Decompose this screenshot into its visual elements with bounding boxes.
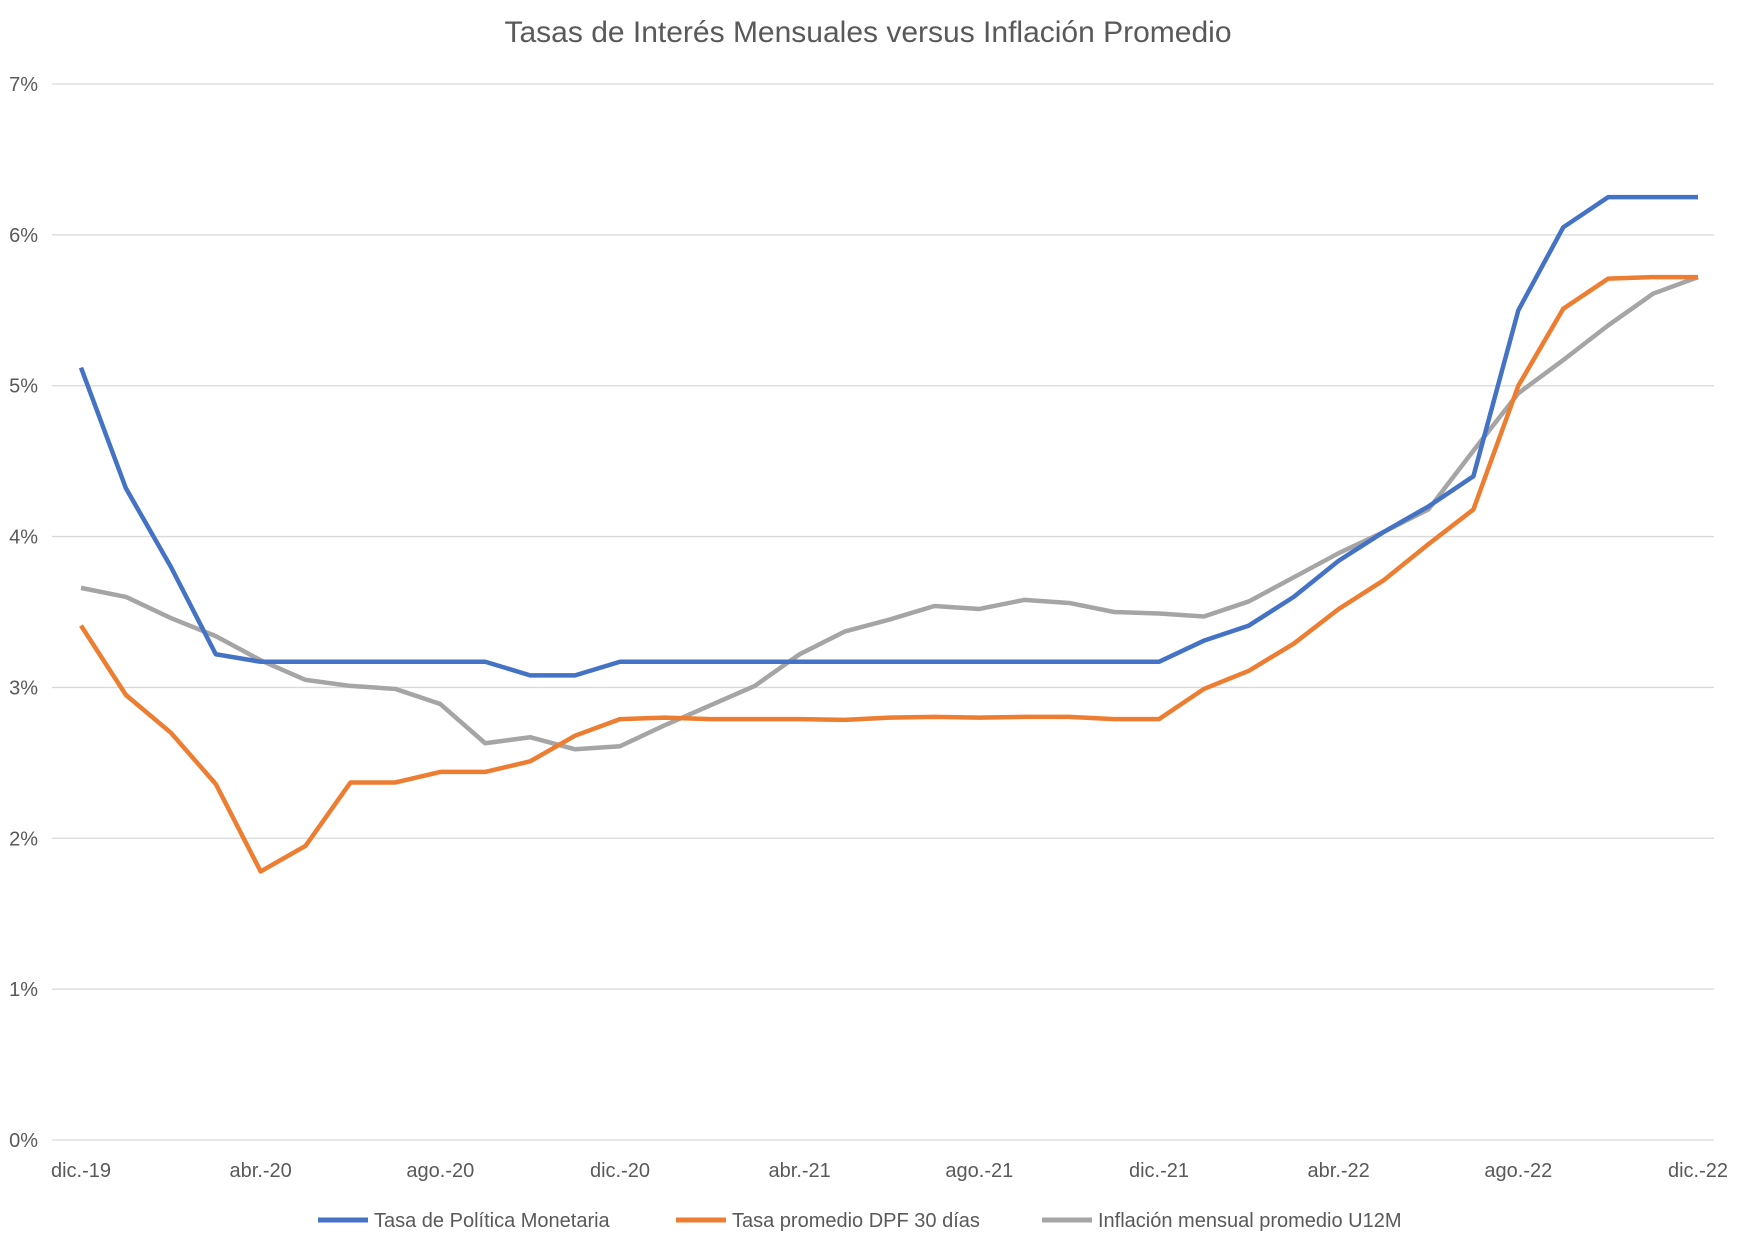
y-tick-label: 0%	[9, 1130, 38, 1152]
y-tick-label: 5%	[9, 376, 38, 398]
x-tick-label: dic.-22	[1668, 1160, 1728, 1182]
x-tick-label: abr.-20	[230, 1160, 292, 1182]
legend: Tasa de Política Monetaria Tasa promedio …	[318, 1210, 1402, 1232]
series-line	[79, 274, 1698, 874]
gridlines	[52, 83, 1714, 1141]
y-tick-label: 2%	[9, 828, 38, 850]
x-tick-label: ago.-21	[945, 1160, 1013, 1182]
legend-label: Tasa de Política Monetaria	[374, 1210, 611, 1232]
y-axis-tick-labels: 0% 1% 2% 3% 4% 5% 6% 7%	[9, 74, 38, 1152]
y-tick-label: 4%	[9, 527, 38, 549]
x-tick-label: ago.-20	[406, 1160, 474, 1182]
series-line	[78, 194, 1698, 678]
x-tick-label: dic.-21	[1129, 1160, 1189, 1182]
series-line	[80, 274, 1699, 752]
chart-title: Tasas de Interés Mensuales versus Inflac…	[504, 16, 1231, 49]
legend-label: Tasa promedio DPF 30 días	[732, 1210, 980, 1232]
y-tick-label: 3%	[9, 677, 38, 699]
y-tick-label: 6%	[9, 225, 38, 247]
legend-label: Inflación mensual promedio U12M	[1098, 1210, 1402, 1232]
x-tick-label: ago.-22	[1484, 1160, 1552, 1182]
x-tick-label: abr.-22	[1308, 1160, 1370, 1182]
y-tick-label: 7%	[9, 74, 38, 96]
series-lines	[78, 194, 1699, 874]
x-tick-label: abr.-21	[769, 1160, 831, 1182]
y-tick-label: 1%	[9, 979, 38, 1001]
x-axis-tick-labels: dic.-19 abr.-20 ago.-20 dic.-20 abr.-21 ago.-…	[51, 1160, 1728, 1182]
x-tick-label: dic.-20	[590, 1160, 650, 1182]
x-tick-label: dic.-19	[51, 1160, 111, 1182]
